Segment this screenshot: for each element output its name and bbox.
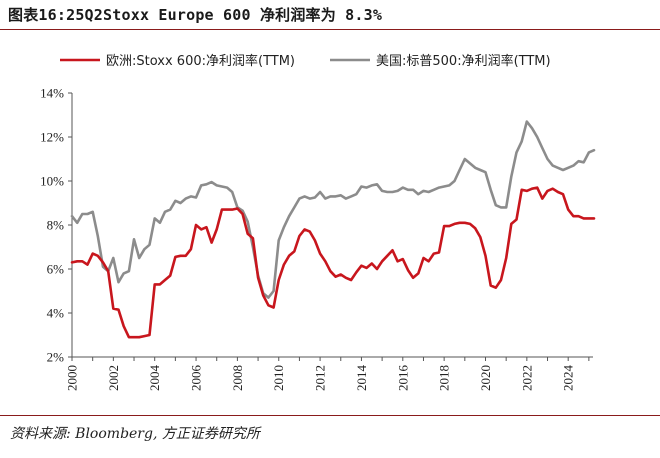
y-tick-label: 10% (40, 174, 64, 189)
chart-axes: 2% 4% 6% 8% 10% 12% 14% 2000 2002 2004 2006 2008 201… (40, 86, 593, 392)
y-tick-label: 14% (40, 86, 64, 101)
x-tick-label: 2000 (65, 365, 80, 391)
line-chart: 2% 4% 6% 8% 10% 12% 14% 2000 2002 2004 2006 2008 201… (40, 53, 596, 392)
legend-label-1: 美国:标普500:净利润率(TTM) (376, 53, 551, 69)
x-tick-label: 2022 (519, 365, 534, 391)
x-tick-label: 2018 (437, 365, 452, 391)
x-tick-label: 2006 (189, 365, 204, 392)
source-rule (0, 415, 660, 416)
x-tick-label: 2010 (271, 365, 286, 391)
x-tick-label: 2008 (230, 365, 245, 391)
figure-title: 图表16:25Q2Stoxx Europe 600 净利润率为 8.3% (8, 6, 383, 24)
chart-legend: 欧洲:Stoxx 600:净利润率(TTM) 美国:标普500:净利润率(TTM) (60, 53, 551, 69)
y-tick-label: 8% (47, 218, 65, 233)
x-tick-label: 2024 (561, 365, 576, 392)
legend-label-0: 欧洲:Stoxx 600:净利润率(TTM) (106, 53, 295, 69)
x-tick-label: 2002 (106, 365, 121, 391)
series-line-1 (70, 120, 596, 299)
series-line-0 (70, 186, 596, 339)
x-tick-label: 2014 (354, 365, 369, 392)
x-tick-label: 2020 (478, 365, 493, 391)
y-tick-label: 6% (47, 262, 65, 277)
chart-series (70, 120, 596, 339)
x-tick-label: 2016 (395, 365, 410, 392)
x-tick-label: 2012 (313, 365, 328, 391)
y-tick-label: 2% (47, 350, 65, 365)
y-tick-label: 12% (40, 130, 64, 145)
title-rule (0, 29, 660, 30)
x-tick-label: 2004 (147, 365, 162, 392)
source-note: 资料来源: Bloomberg, 方正证券研究所 (10, 426, 260, 442)
y-tick-label: 4% (47, 306, 65, 321)
